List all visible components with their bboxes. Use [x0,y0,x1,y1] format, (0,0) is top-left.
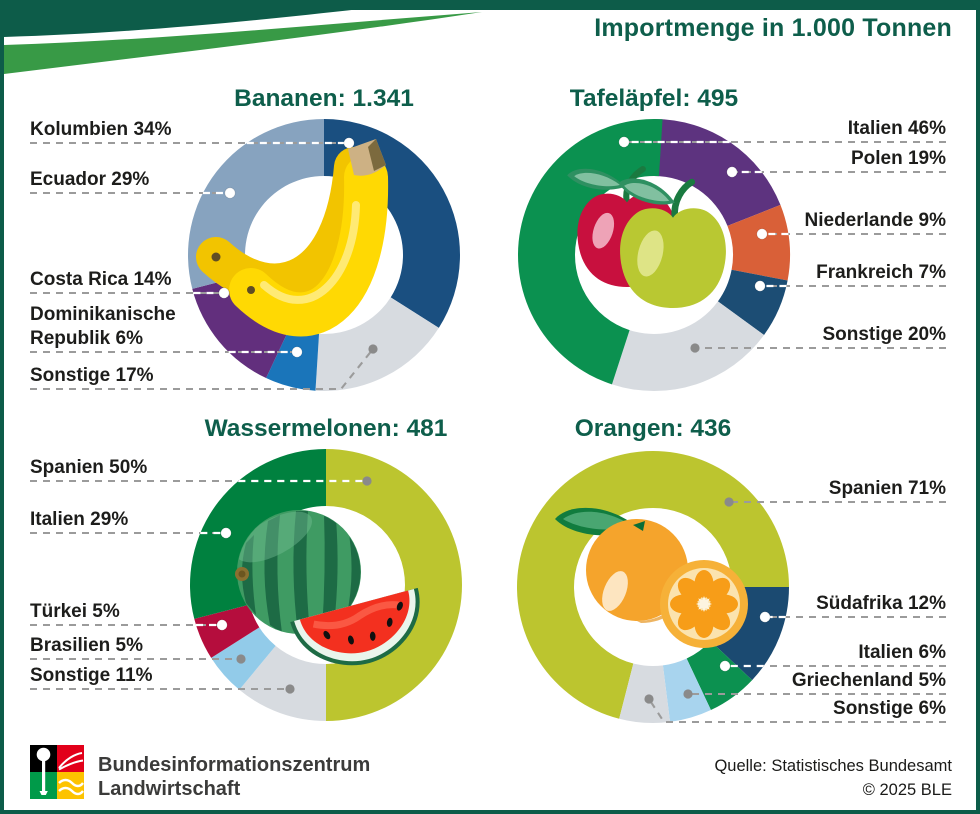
apples-illustration [567,166,726,308]
slice-sonstige [619,663,671,723]
leader-dot-ecuador [224,187,236,199]
watermelon-illustration [235,510,420,666]
slice-dominikanische-republik [266,326,320,391]
source-note: Quelle: Statistisches Bundesamt © 2025 B… [714,755,952,802]
slice-italien [517,119,663,385]
leader-dot-spanien [724,497,734,507]
chart-title-bananen: Bananen: 1.341 [234,85,414,112]
label-dominikanische-republik: Republik 6% [30,328,143,349]
watermelon-slice [290,587,420,666]
slice-sonstige [239,645,326,721]
grass-icon [58,752,84,771]
chart-wassermelonen: Spanien 50% Italien 29% Türkei 5% Brasilien… [30,415,462,721]
chart-tafelaepfel: Italien 46% Polen 19% Niederlande 9% Frankr… [517,85,947,391]
leader-dot-frankreich [754,280,766,292]
leader-line-sonstige [648,698,946,724]
leader-dot-brasilien [236,654,246,664]
label-sonstige: Sonstige 17% [30,365,154,386]
leader-dot-sonstige [644,694,654,704]
label-frankreich: Frankreich 7% [816,262,946,283]
label-spanien: Spanien 71% [829,478,946,499]
bzl-logo [30,745,84,799]
header-swoosh [4,9,482,74]
slice-italien [686,641,753,711]
label-türkei: Türkei 5% [30,601,120,622]
leader-dot-südafrika [759,611,771,623]
leader-dot-italien [220,527,232,539]
leader-dot-sonstige [285,684,295,694]
slice-spanien [326,449,462,721]
label-brasilien: Brasilien 5% [30,635,143,656]
logo-text: Bundesinformationszentrum Landwirtschaft [98,753,370,801]
slice-polen [654,119,781,226]
waves-icon [58,778,84,796]
leader-dot-polen [726,166,738,178]
chart-title-wassermelonen: Wassermelonen: 481 [205,415,448,442]
label-ecuador: Ecuador 29% [30,169,149,190]
label-sonstige: Sonstige 6% [833,698,946,719]
leader-dot-spanien [362,476,372,486]
leader-dot-niederlande [756,228,768,240]
leader-dot-italien [618,136,630,148]
logo-text-line2: Landwirtschaft [98,778,241,800]
slice-türkei [194,604,260,658]
label-dominikanische-republik: Dominikanische [30,304,176,325]
leader-dot-costa-rica [218,287,230,299]
top-green-bar [4,4,976,10]
label-sonstige: Sonstige 11% [30,665,153,686]
label-sonstige: Sonstige 20% [822,324,946,345]
leader-dot-türkei [216,619,228,631]
swoosh-green-band [4,12,482,74]
green-apple [618,178,726,308]
label-niederlande: Niederlande 9% [805,210,947,231]
label-griechenland: Griechenland 5% [792,670,946,691]
label-italien: Italien 46% [848,118,946,139]
label-polen: Polen 19% [851,148,946,169]
leader-dot-griechenland [683,689,693,699]
oranges-illustration [555,507,748,648]
label-spanien: Spanien 50% [30,457,147,478]
leader-dot-italien [719,660,731,672]
label-kolumbien: Kolumbien 34% [30,119,172,140]
logo-text-line1: Bundesinformationszentrum [98,754,371,776]
label-costa-rica: Costa Rica 14% [30,269,172,290]
swoosh-dark-wedge [4,9,360,37]
label-südafrika: Südafrika 12% [816,593,946,614]
source-line: Quelle: Statistisches Bundesamt [714,757,952,775]
tree-icon [36,747,51,795]
leader-dot-sonstige [690,343,700,353]
chart-title-tafelaepfel: Tafeläpfel: 495 [570,85,738,112]
label-italien: Italien 29% [30,509,128,530]
leader-dot-dominikanische-republik [291,346,303,358]
chart-orangen: Spanien 71% Südafrika 12% Italien 6% Griech… [517,415,946,724]
bananas-illustration [196,139,389,337]
orange-half [660,560,748,648]
leader-dot-kolumbien [343,137,355,149]
chart-bananen: Kolumbien 34% Ecuador 29% Costa Rica 14% Do… [30,85,460,391]
slice-sonstige [611,301,765,391]
slice-sonstige [315,297,439,391]
page-title: Importmenge in 1.000 Tonnen [594,14,952,42]
leader-dot-sonstige [368,344,378,354]
label-italien: Italien 6% [858,642,946,663]
slice-niederlande [727,204,790,281]
chart-title-orangen: Orangen: 436 [575,415,732,442]
copyright-line: © 2025 BLE [862,780,952,799]
